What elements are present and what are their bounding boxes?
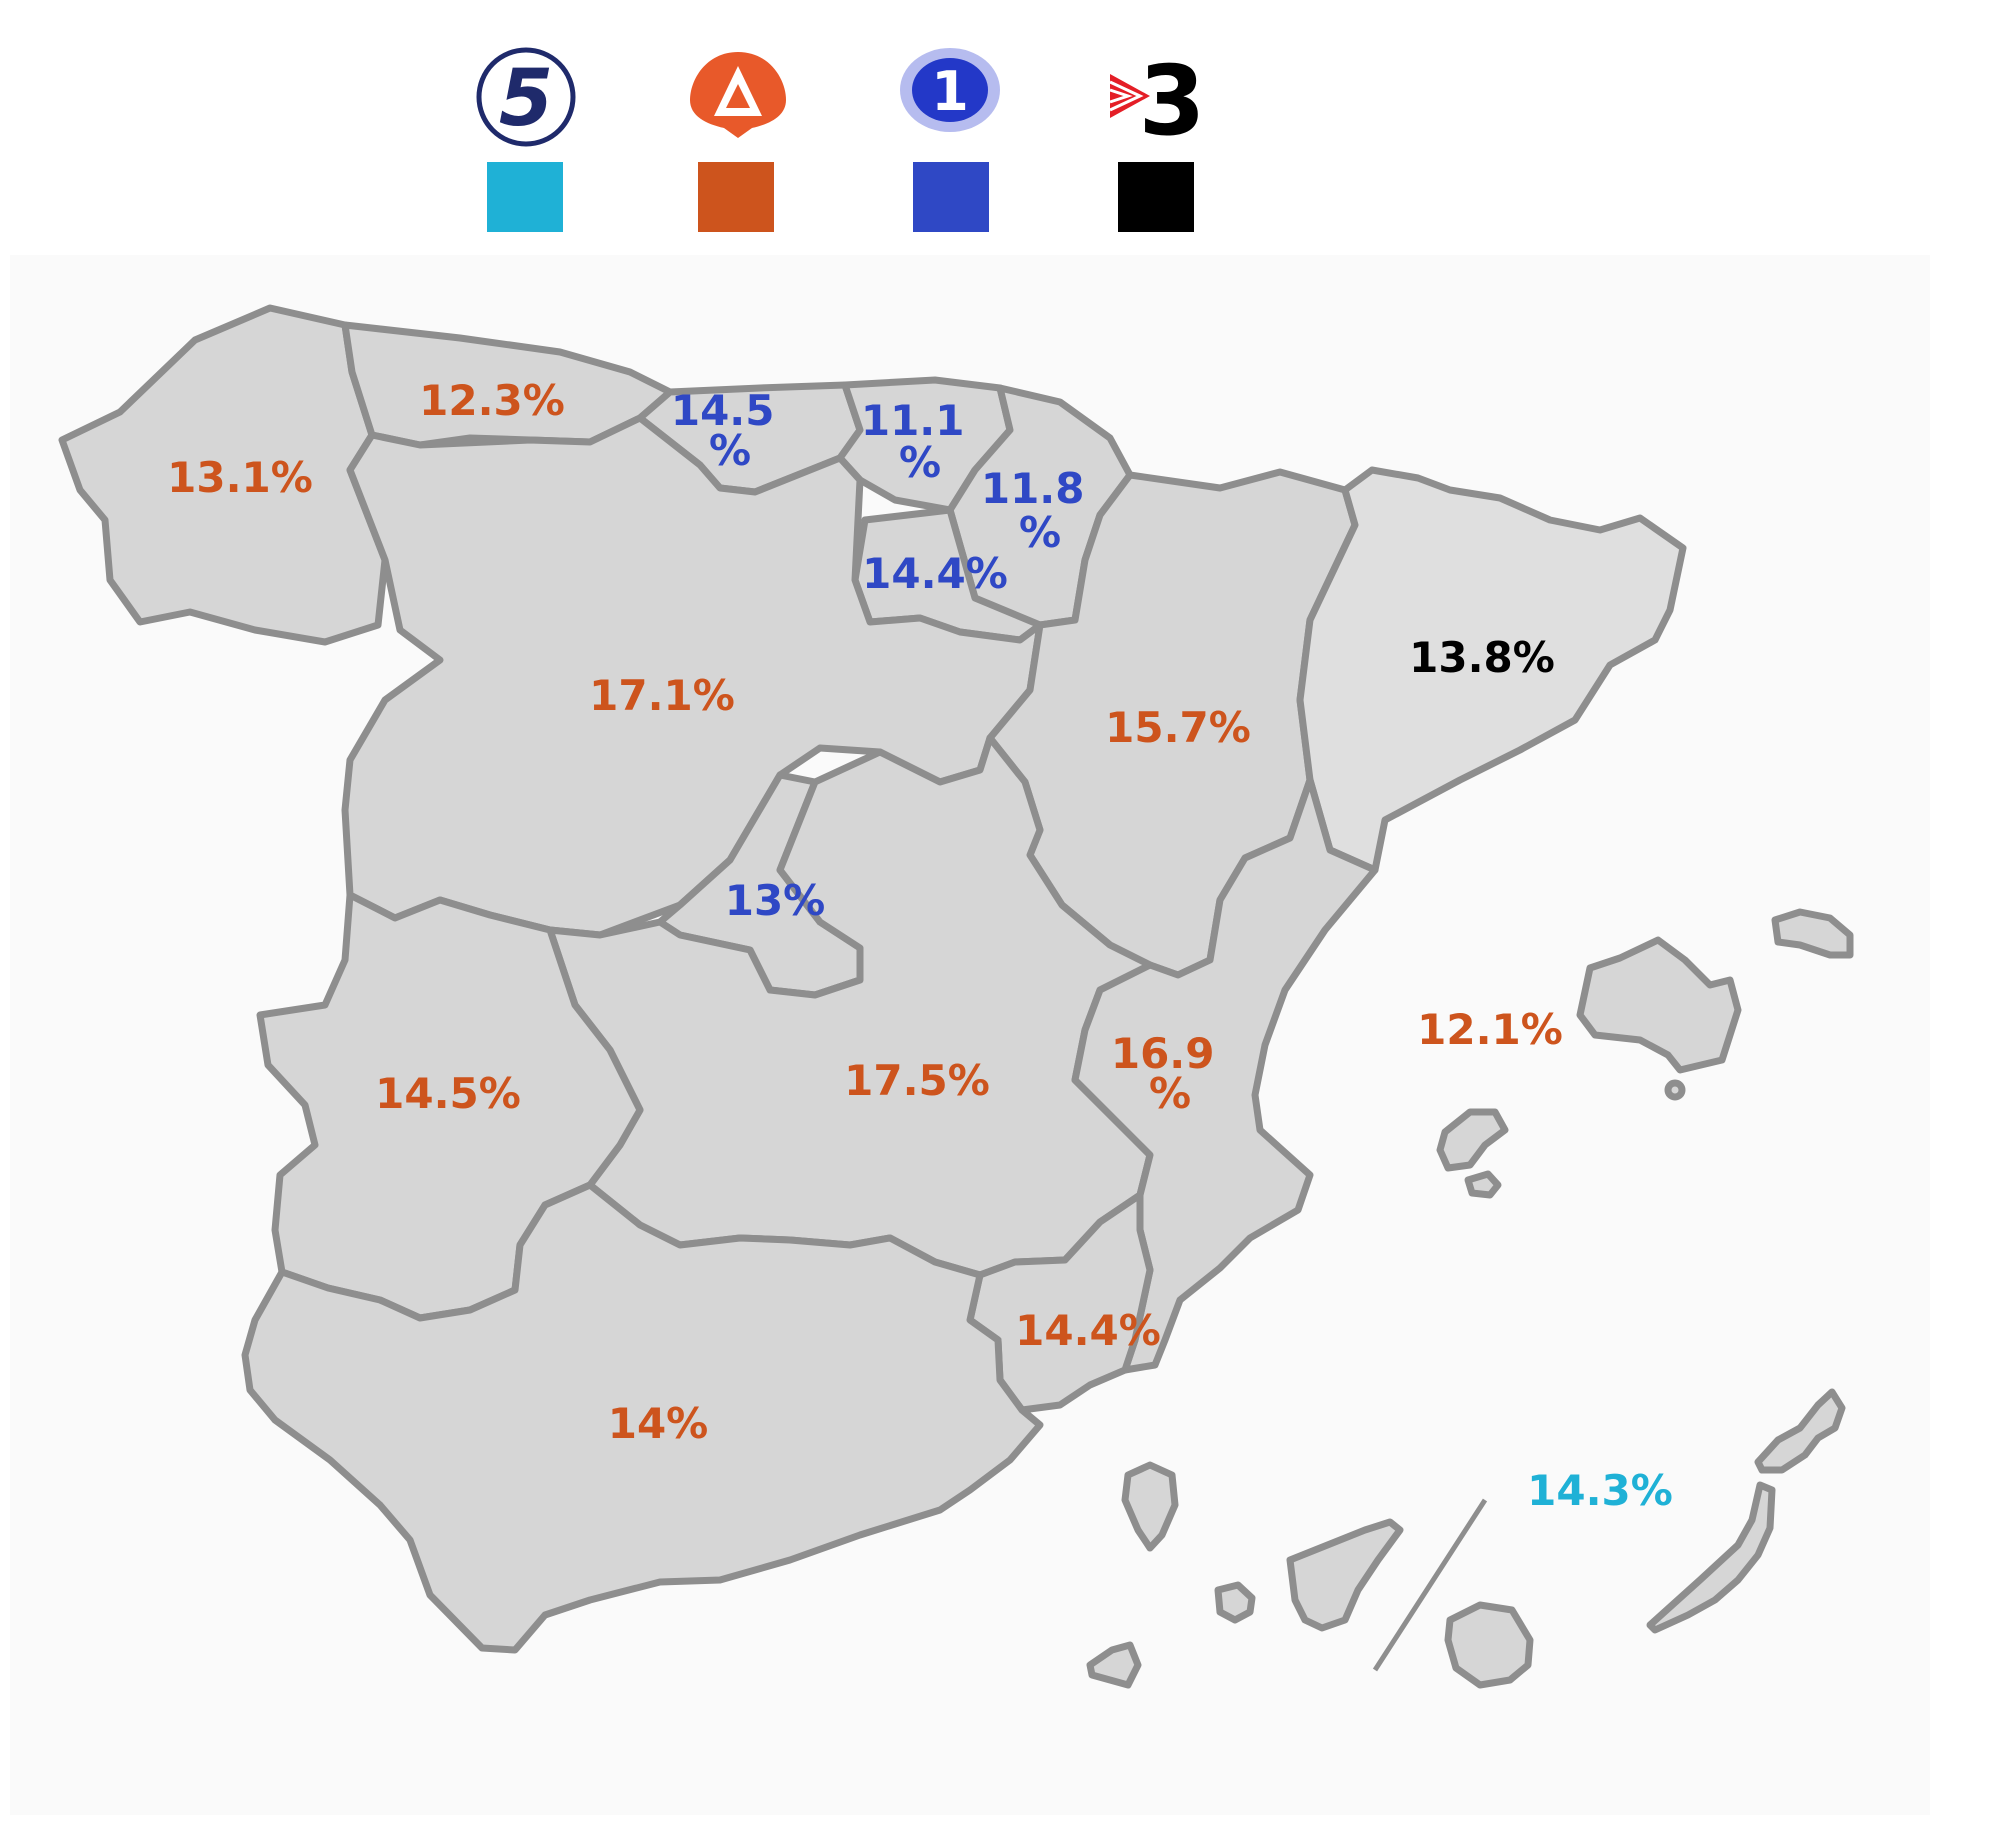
island-la-palma [1121, 1461, 1179, 1552]
label-cataluna: 13.8% [1409, 633, 1555, 682]
label-murcia: 14.4% [1015, 1306, 1161, 1355]
island-mallorca [1576, 936, 1742, 1074]
island-ibiza [1436, 1108, 1509, 1172]
label-madrid: 13% [725, 876, 826, 925]
island-gran-canaria [1444, 1601, 1534, 1689]
channel-legend: 5 1 3 [476, 45, 1206, 232]
label-canarias: 14.3% [1527, 1466, 1673, 1515]
label-castilla-leon: 17.1% [589, 671, 735, 720]
region-andalucia [241, 1181, 1044, 1654]
tv3-swatch [1118, 162, 1194, 232]
label-extremadura: 14.5% [375, 1069, 521, 1118]
island-el-hierro [1086, 1641, 1142, 1689]
svg-text:3: 3 [1139, 45, 1206, 157]
label-galicia: 13.1% [167, 453, 313, 502]
label-la-rioja: 14.4% [862, 549, 1008, 598]
island-menorca [1771, 908, 1854, 959]
island-formentera [1464, 1170, 1502, 1199]
label-castilla-la-mancha: 17.5% [844, 1056, 990, 1105]
telecinco-5-logo: 5 [476, 47, 576, 147]
antena3-a-logo [690, 52, 786, 138]
label-cantabria: 14.5 % [671, 386, 789, 475]
region-cataluna [1296, 466, 1687, 874]
label-asturias: 12.3% [419, 376, 565, 425]
island-tenerife [1286, 1518, 1404, 1632]
spain-map [58, 304, 1854, 1689]
label-baleares: 12.1% [1417, 1005, 1563, 1054]
island-lanzarote [1754, 1388, 1846, 1474]
island-la-gomera [1214, 1581, 1256, 1624]
region-labels: 13.1% 12.3% 14.5 % 11.1 % 11.8 % 14.4% 1… [167, 376, 1673, 1515]
svg-text:1: 1 [931, 60, 969, 123]
canary-separator-line [1372, 1498, 1488, 1672]
la1-swatch [913, 162, 989, 232]
antena3-swatch [698, 162, 774, 232]
label-aragon: 15.7% [1105, 703, 1251, 752]
island-cabrera [1664, 1079, 1686, 1101]
region-galicia [58, 304, 389, 646]
svg-text:5: 5 [499, 54, 553, 144]
island-fuerteventura [1646, 1481, 1776, 1634]
label-navarra: 11.8 % [981, 464, 1099, 557]
la1-blue-one-logo: 1 [900, 48, 1000, 132]
label-andalucia: 14% [608, 1399, 709, 1448]
tv3-logo: 3 [1109, 45, 1206, 157]
region-murcia [966, 1191, 1154, 1414]
label-valencia: 16.9 % [1111, 1029, 1229, 1118]
label-pais-vasco: 11.1 % [861, 396, 979, 487]
telecinco-swatch [487, 162, 563, 232]
